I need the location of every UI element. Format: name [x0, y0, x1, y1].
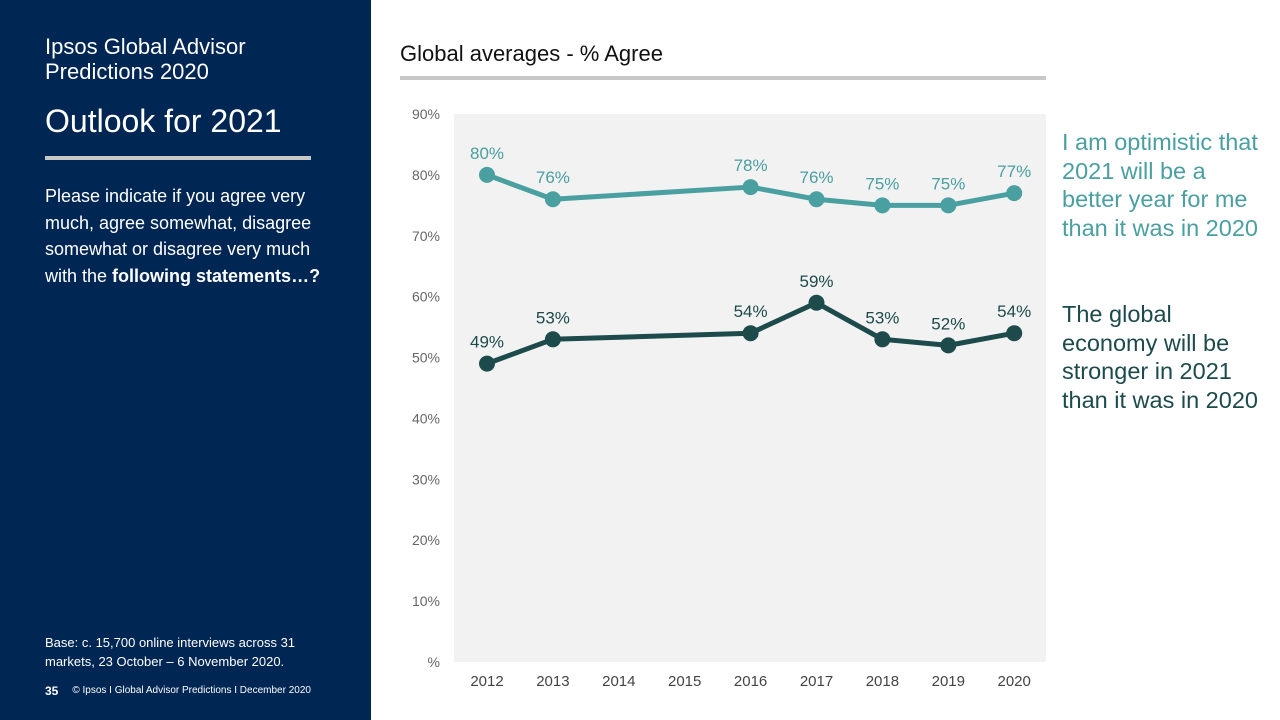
x-tick-label: 2018: [866, 673, 899, 690]
data-label: 78%: [734, 156, 768, 175]
footer-copyright: © Ipsos I Global Advisor Predictions I D…: [72, 685, 311, 696]
data-point: [1006, 185, 1023, 202]
data-point: [1006, 325, 1023, 342]
data-point: [874, 197, 891, 214]
x-tick-label: 2015: [668, 673, 701, 690]
data-label: 49%: [470, 333, 504, 352]
data-label: 59%: [799, 272, 833, 291]
data-point: [742, 179, 759, 196]
chart-title-divider: [400, 76, 1046, 80]
sidebar: Ipsos Global Advisor Predictions 2020 Ou…: [0, 0, 371, 720]
data-label: 54%: [997, 302, 1031, 321]
data-label: 75%: [931, 174, 965, 193]
data-label: 53%: [865, 308, 899, 327]
footer: 35 © Ipsos I Global Advisor Predictions …: [45, 684, 311, 698]
y-tick-label: 90%: [412, 106, 440, 122]
data-label: 53%: [536, 308, 570, 327]
y-tick-label: 30%: [412, 471, 440, 487]
data-label: 54%: [734, 302, 768, 321]
x-tick-label: 2016: [734, 673, 767, 690]
page-title: Outlook for 2021: [45, 103, 282, 139]
y-tick-label: %: [428, 654, 440, 670]
y-tick-label: 20%: [412, 532, 440, 548]
brand-title: Ipsos Global Advisor Predictions 2020: [45, 34, 246, 84]
y-tick-label: 70%: [412, 228, 440, 244]
x-tick-label: 2012: [470, 673, 503, 690]
y-tick-label: 60%: [412, 289, 440, 305]
y-tick-label: 80%: [412, 167, 440, 183]
survey-question: Please indicate if you agree very much, …: [45, 183, 345, 289]
data-point: [479, 166, 495, 183]
data-point: [544, 191, 561, 208]
page-number: 35: [45, 684, 59, 698]
survey-question-text: Please indicate if you agree very much, …: [45, 186, 312, 286]
y-tick-label: 50%: [412, 350, 440, 366]
data-point: [808, 294, 825, 311]
data-label: 80%: [470, 144, 504, 163]
chart-title: Global averages - % Agree: [400, 41, 663, 66]
y-tick-label: 10%: [412, 593, 440, 609]
data-label: 52%: [931, 314, 965, 333]
data-point: [808, 191, 825, 208]
x-tick-label: 2020: [998, 673, 1031, 690]
title-divider: [45, 156, 311, 160]
x-tick-label: 2014: [602, 673, 635, 690]
data-point: [742, 325, 759, 342]
x-tick-label: 2019: [932, 673, 965, 690]
x-tick-label: 2017: [800, 673, 833, 690]
data-point: [874, 331, 891, 348]
data-label: 75%: [865, 174, 899, 193]
data-point: [940, 197, 957, 214]
data-label: 76%: [799, 168, 833, 187]
data-label: 76%: [536, 168, 570, 187]
data-point: [479, 355, 495, 372]
base-note: Base: c. 15,700 online interviews across…: [45, 635, 296, 669]
survey-question-emphasis: following statements…?: [112, 265, 321, 286]
data-label: 77%: [997, 162, 1031, 181]
y-tick-label: 40%: [412, 410, 440, 426]
x-tick-label: 2013: [536, 673, 569, 690]
data-point: [544, 331, 561, 348]
data-point: [940, 337, 957, 354]
series-label-optimistic: I am optimistic that 2021 will be a bett…: [1062, 129, 1258, 241]
series-label-economy: The global economy will be stronger in 2…: [1062, 301, 1258, 413]
